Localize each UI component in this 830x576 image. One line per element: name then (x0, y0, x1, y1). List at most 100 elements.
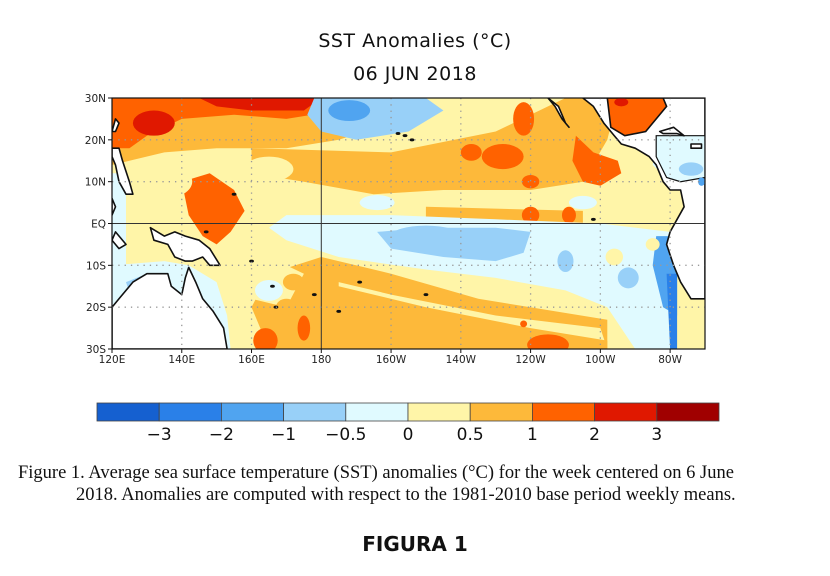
colorbar-swatch (96, 402, 160, 422)
anomaly-region (481, 144, 524, 170)
colorbar-swatch (345, 402, 409, 422)
australia-land (112, 266, 228, 349)
y-tick-label: 30N (85, 93, 106, 105)
x-tick-label: 140W (446, 354, 477, 366)
island-mark (270, 284, 275, 288)
anomaly-region (521, 206, 540, 224)
colorbar: −3 −2 −1 −0.5 0 0.5 1 2 3 (96, 402, 720, 445)
figure-label: FIGURA 1 (362, 532, 468, 556)
colorbar-swatch (407, 402, 471, 422)
anomaly-region (275, 298, 297, 316)
chart-title: SST Anomalies (°C) (318, 30, 512, 52)
anomaly-region (112, 98, 339, 149)
x-tick-label: 120W (515, 354, 546, 366)
anomaly-region (527, 334, 569, 349)
philippines-land (112, 147, 134, 195)
anomaly-region (297, 315, 311, 341)
anomaly-region (561, 206, 576, 224)
x-axis: 120E 140E 160E 180 160W 140W 120W 100W 80W (99, 349, 683, 366)
anomaly-region (617, 267, 639, 289)
island-mark (203, 230, 209, 234)
anomaly-region (645, 238, 660, 251)
grid-lines (112, 98, 705, 349)
anomaly-region (572, 135, 622, 186)
x-tick-label: 160W (376, 354, 407, 366)
x-tick-label: 100W (585, 354, 616, 366)
y-tick-label: 10S (86, 260, 106, 272)
island-mark (402, 134, 408, 138)
anomaly-region (366, 112, 395, 134)
colorbar-label: 3 (651, 425, 662, 445)
island-mark (357, 280, 363, 284)
colorbar-label: 0 (403, 425, 414, 445)
anomaly-region (282, 273, 304, 291)
colorbar-label: −0.5 (325, 425, 366, 445)
anomaly-region (568, 195, 597, 210)
anomaly-region (328, 100, 371, 122)
borneo-land (112, 197, 117, 216)
taiwan-land (112, 118, 120, 133)
anomaly-region (136, 164, 193, 199)
baja-land (547, 98, 570, 129)
y-tick-label: EQ (91, 219, 106, 231)
anomaly-region (132, 110, 175, 136)
anomaly-region (216, 257, 304, 308)
colorbar-swatch (158, 402, 222, 422)
caribbean-anomaly (678, 162, 704, 176)
y-tick-label: 10N (85, 177, 106, 189)
y-axis: 30N 20N 10N EQ 10S 20S 30S (85, 93, 112, 356)
anomaly-region (391, 225, 461, 247)
colorbar-swatch (283, 402, 347, 422)
land-masses (112, 98, 705, 349)
anomaly-region (321, 282, 608, 349)
anomaly-region (666, 273, 678, 349)
caption-line-2: 2018. Anomalies are computed with respec… (76, 485, 736, 505)
colorbar-label: 0.5 (457, 425, 484, 445)
colorbar-label: −3 (147, 425, 172, 445)
anomaly-region (605, 248, 624, 266)
colorbar-swatch (469, 402, 533, 422)
x-tick-label: 180 (311, 354, 331, 366)
y-tick-label: 20N (85, 135, 106, 147)
colorbar-label: 1 (527, 425, 538, 445)
x-tick-label: 120E (99, 354, 126, 366)
anomaly-region (513, 102, 535, 136)
anomaly-region (269, 215, 674, 349)
caribbean-anomaly (698, 177, 705, 186)
island-mark (423, 293, 429, 297)
island-mark (311, 293, 317, 297)
anomaly-region (181, 173, 245, 245)
x-tick-label: 80W (658, 354, 682, 366)
x-tick-label: 160E (238, 354, 265, 366)
colorbar-swatch (220, 402, 284, 422)
island-mark (231, 192, 237, 196)
island-mark (336, 309, 342, 313)
colorbar-label: −2 (209, 425, 234, 445)
y-tick-label: 30S (86, 344, 106, 356)
anomaly-region (460, 144, 482, 161)
gulf-of-mexico-water (606, 98, 668, 137)
hispaniola-land (690, 143, 703, 149)
y-tick-label: 20S (86, 302, 106, 314)
gulf-anomaly (614, 98, 629, 107)
island-mark (590, 217, 596, 221)
island-mark (409, 138, 415, 142)
anomaly-region (557, 250, 574, 273)
colorbar-swatch (656, 402, 720, 422)
anomaly-region (359, 195, 395, 211)
sst-anomaly-map: 120E 140E 160E 180 160W 140W 120W 100W 80W 30N20… (85, 93, 720, 445)
anomaly-region (199, 98, 322, 111)
colorbar-label: 2 (589, 425, 600, 445)
indonesia-land (112, 231, 127, 250)
colorbar-label: −1 (271, 425, 296, 445)
chart-subtitle: 06 JUN 2018 (353, 63, 477, 85)
x-tick-label: 140E (168, 354, 195, 366)
cuba-land (658, 126, 685, 137)
anomaly-region (520, 320, 528, 328)
caption-line-1: Figure 1. Average sea surface temperatur… (18, 463, 734, 483)
anomaly-region (521, 174, 540, 189)
anomaly-region (255, 279, 283, 301)
figure-caption: Figure 1. Average sea surface temperatur… (18, 462, 818, 506)
colorbar-swatch (594, 402, 658, 422)
anomaly-region (244, 156, 294, 182)
